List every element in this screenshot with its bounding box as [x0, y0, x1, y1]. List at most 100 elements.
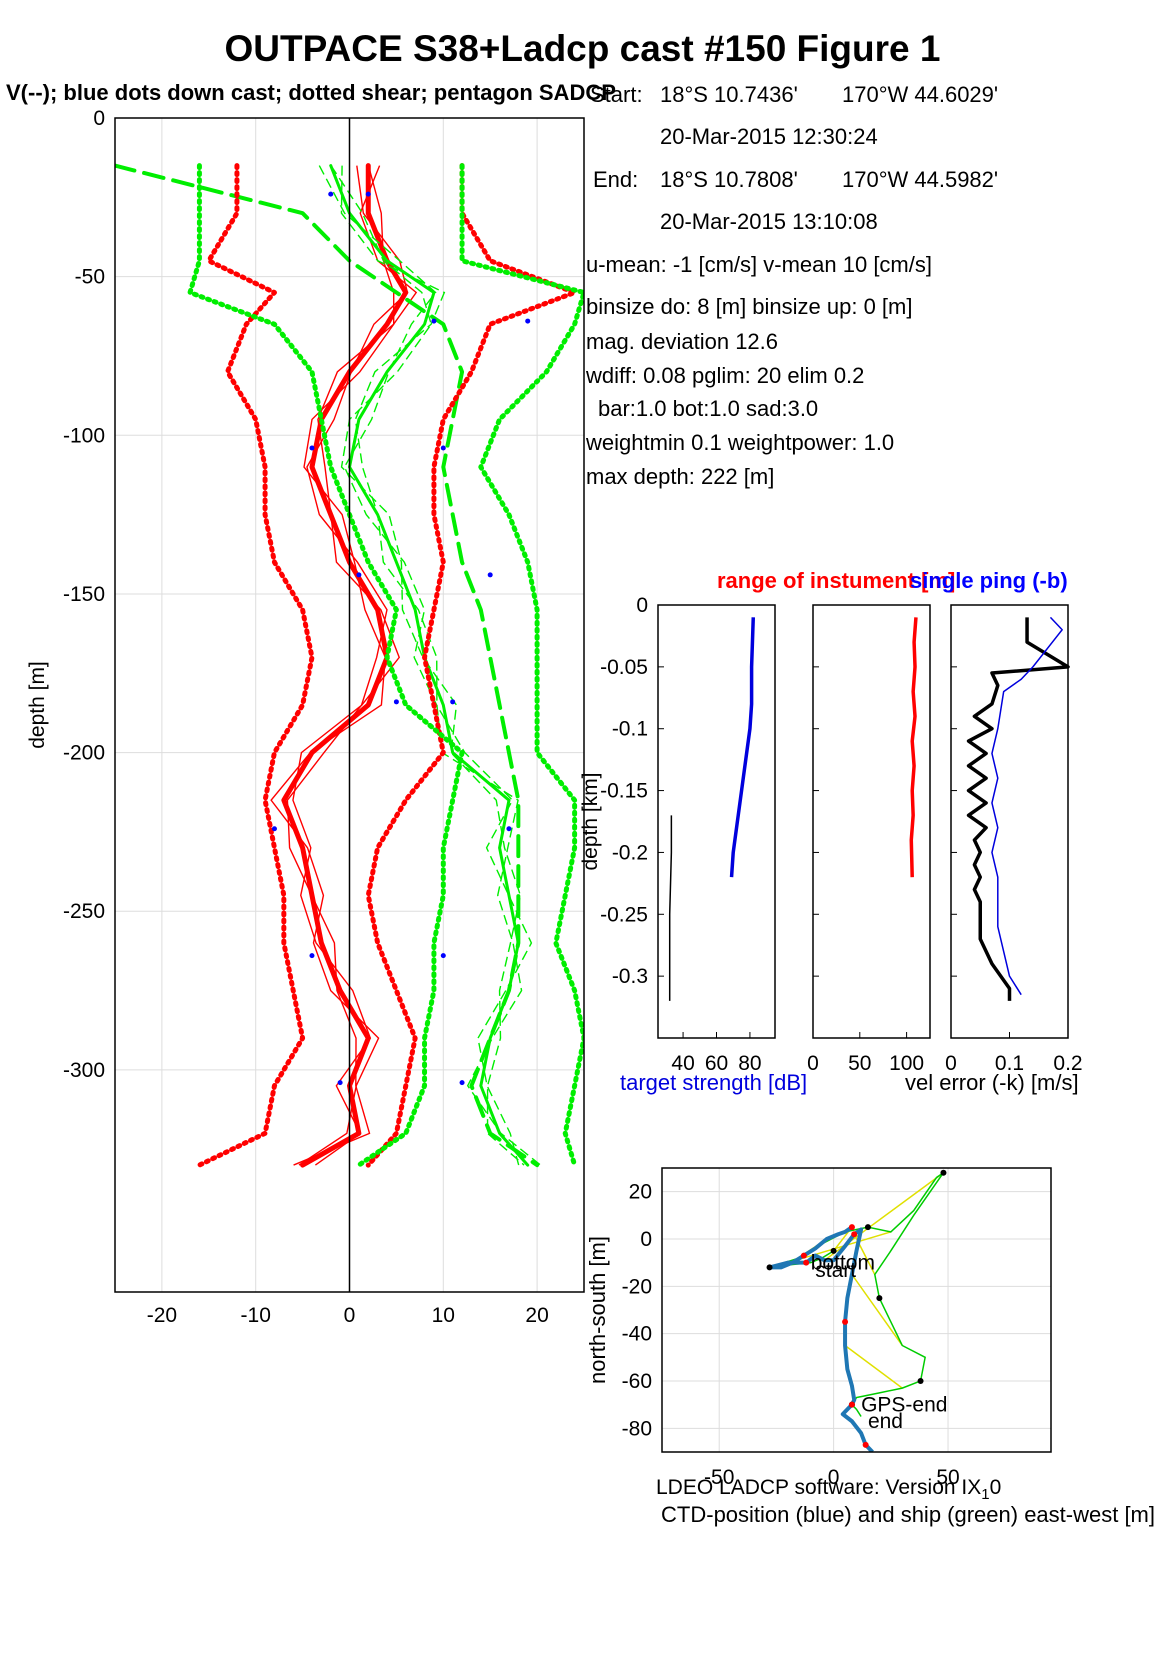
profile-ensemble-line [340, 165, 541, 1166]
panel-x-tick-label: 0 [807, 1052, 819, 1075]
panel-x-tick-label: 40 [671, 1052, 694, 1075]
target-strength-label: target strength [dB] [620, 1070, 807, 1095]
software-version-text: LDEO LADCP software: Version IX [656, 1476, 982, 1499]
end-lat: 18°S 10.7808' [660, 167, 798, 192]
binsize: binsize do: 8 [m] binsize up: 0 [m] [586, 294, 913, 319]
downcast-dot [271, 826, 277, 832]
diagnostic-series-line [668, 815, 673, 1001]
weights-bar: bar:1.0 bot:1.0 sad:3.0 [598, 396, 819, 421]
main-x-tick-label: 10 [432, 1304, 455, 1327]
weightmin: weightmin 0.1 weightpower: 1.0 [586, 430, 895, 455]
pos-y-tick-label: 0 [640, 1228, 652, 1251]
ctd-ship-link [844, 1344, 903, 1389]
diagnostic-series-line [729, 617, 756, 878]
diagnostic-series-line [966, 617, 1070, 1001]
panel-title-single-ping: single ping (-b) [910, 568, 1068, 593]
software-version: LDEO LADCP software: Version IX10 [656, 1476, 1001, 1503]
panel-y-tick-label: -0.05 [600, 656, 648, 679]
position-annotation-label: GPS-end [861, 1394, 947, 1417]
main-x-tick-label: 20 [525, 1304, 548, 1327]
pos-y-tick-label: 20 [629, 1181, 652, 1204]
panel-y-tick-label: 0 [636, 594, 648, 617]
ship-position-dot [830, 1247, 837, 1254]
pos-y-tick-label: -80 [622, 1417, 652, 1440]
position-plot-background [662, 1168, 1051, 1452]
panel-title-range: range of instument [m] [717, 568, 955, 593]
panel-y-axis-label: depth [km] [579, 772, 602, 870]
position-plot-frame [661, 1167, 1052, 1453]
pos-y-tick-label: -60 [622, 1370, 652, 1393]
main-plot-frame [114, 117, 585, 1293]
start-lon: 170°W 44.6029' [842, 82, 999, 107]
main-y-tick-label: -50 [75, 266, 105, 289]
software-version-sub: 1 [981, 1486, 990, 1504]
diagnostic-panel-frame [657, 604, 776, 1039]
pos-y-tick-label: -20 [622, 1275, 652, 1298]
max-depth: max depth: 222 [m] [586, 464, 775, 489]
wdiff: wdiff: 0.08 pglim: 20 elim 0.2 [586, 363, 865, 388]
downcast-dot [365, 191, 371, 197]
end-lon: 170°W 44.5982' [842, 167, 999, 192]
panel-x-tick-label: 0.2 [1053, 1052, 1082, 1075]
end-label: End: [593, 167, 639, 192]
ctd-position-dot [848, 1401, 855, 1408]
software-version-end: 0 [989, 1476, 1002, 1499]
panel-x-tick-label: 50 [848, 1052, 871, 1075]
downcast-dot [431, 318, 437, 324]
profile-series-line [187, 163, 465, 1168]
position-annotation-label: start [815, 1259, 856, 1282]
start-lat: 18°S 10.7436' [660, 82, 798, 107]
downcast-dot [487, 572, 493, 578]
profile-ensemble-line [330, 165, 525, 1166]
downcast-dot [309, 445, 315, 451]
downcast-dot [525, 318, 531, 324]
profile-ensemble-line [318, 165, 533, 1166]
downcast-dot [309, 953, 315, 959]
diagnostic-panel-frame [950, 604, 1069, 1039]
ship-position-dot [864, 1224, 871, 1231]
ctd-position-dot [848, 1224, 855, 1231]
main-x-tick-label: 0 [344, 1304, 356, 1327]
position-y-axis-label: north-south [m] [585, 1236, 610, 1384]
panel-x-tick-label: 0 [945, 1052, 957, 1075]
profile-series-line [365, 163, 578, 1168]
ship-position-dot [876, 1295, 883, 1302]
main-y-tick-label: -250 [63, 900, 105, 923]
main-y-axis-label: depth [m] [26, 661, 49, 749]
ship-position-dot [940, 1169, 947, 1176]
main-y-tick-label: -100 [63, 424, 105, 447]
mag-deviation: mag. deviation 12.6 [586, 329, 779, 354]
ctd-position-dot [862, 1441, 869, 1448]
pos-x-tick-label: 0 [828, 1466, 840, 1489]
position-annotation-label: bottom [811, 1252, 875, 1275]
ctd-position-dot [851, 1231, 858, 1238]
instrument-diagnostics-plot: range of instument [m]single ping (-b) 0 -… [579, 568, 1083, 1095]
diagnostic-panel-frame [812, 604, 931, 1039]
diagnostic-series-line [991, 616, 1063, 996]
downcast-dot [440, 445, 446, 451]
pos-y-tick-label: -40 [622, 1323, 652, 1346]
start-time: 20-Mar-2015 12:30:24 [660, 124, 878, 149]
pos-x-tick-label: 50 [936, 1466, 959, 1489]
start-label: Start: [590, 82, 643, 107]
main-x-tick-label: -10 [241, 1304, 271, 1327]
panel-y-tick-label: -0.1 [612, 718, 648, 741]
panel-x-tick-label: 0.1 [995, 1052, 1024, 1075]
panel-y-tick-label: -0.3 [612, 965, 648, 988]
profile-series-line [196, 163, 315, 1168]
panel-y-tick-label: -0.15 [600, 780, 648, 803]
downcast-dot [440, 953, 446, 959]
main-y-tick-label: -200 [63, 742, 105, 765]
ship-position-dot [917, 1378, 924, 1384]
main-y-tick-label: -300 [63, 1059, 105, 1082]
downcast-dot [450, 699, 456, 705]
ship-position-dot [766, 1264, 773, 1271]
ctd-position-dot [803, 1259, 810, 1266]
end-time: 20-Mar-2015 13:10:08 [660, 209, 878, 234]
downcast-dot [393, 699, 399, 705]
main-y-tick-label: 0 [93, 107, 105, 130]
pos-x-tick-label: -50 [704, 1466, 734, 1489]
panel-x-tick-label: 80 [738, 1052, 761, 1075]
